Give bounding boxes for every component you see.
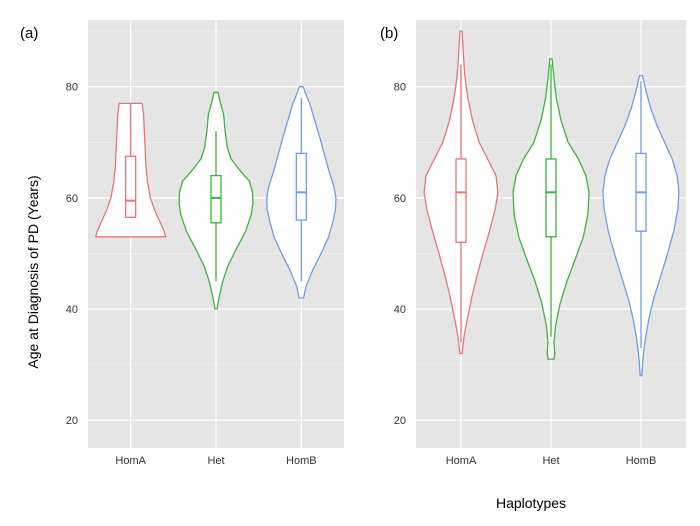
panel-b-xtick-homb: HomB [626,455,657,467]
panel-a-label: (a) [20,25,38,42]
panel-a-ytick-20: 20 [66,415,78,427]
panel-a-ytick-60: 60 [66,193,78,205]
panel-b-box-homa [455,158,467,243]
panel-b-xtick-homa: HomA [446,455,477,467]
panel-a-ytick-80: 80 [66,82,78,94]
y-axis-title: Age at Diagnosis of PD (Years) [25,175,41,368]
panel-a-ytick-40: 40 [66,304,78,316]
panel-a-xtick-homb: HomB [286,455,317,467]
panel-a-xtick-homa: HomA [115,455,146,467]
panel-b-ytick-40: 40 [394,304,406,316]
panel-a: 20 40 60 80 HomA Het HomB (a) [20,20,344,467]
panel-a-box-homb [295,152,307,221]
panel-b: 20 40 60 80 HomA Het HomB (b) [380,20,686,467]
panel-b-xtick-het: Het [542,455,559,467]
panel-b-ytick-60: 60 [394,193,406,205]
panel-b-ytick-80: 80 [394,82,406,94]
panel-b-box-het [545,158,557,238]
panel-b-ytick-20: 20 [394,415,406,427]
panel-a-xtick-het: Het [207,455,224,467]
panel-a-box-homa [125,155,137,218]
panel-b-label: (b) [380,25,398,42]
panel-a-box-het [210,174,222,224]
x-axis-title: Haplotypes [496,495,566,511]
